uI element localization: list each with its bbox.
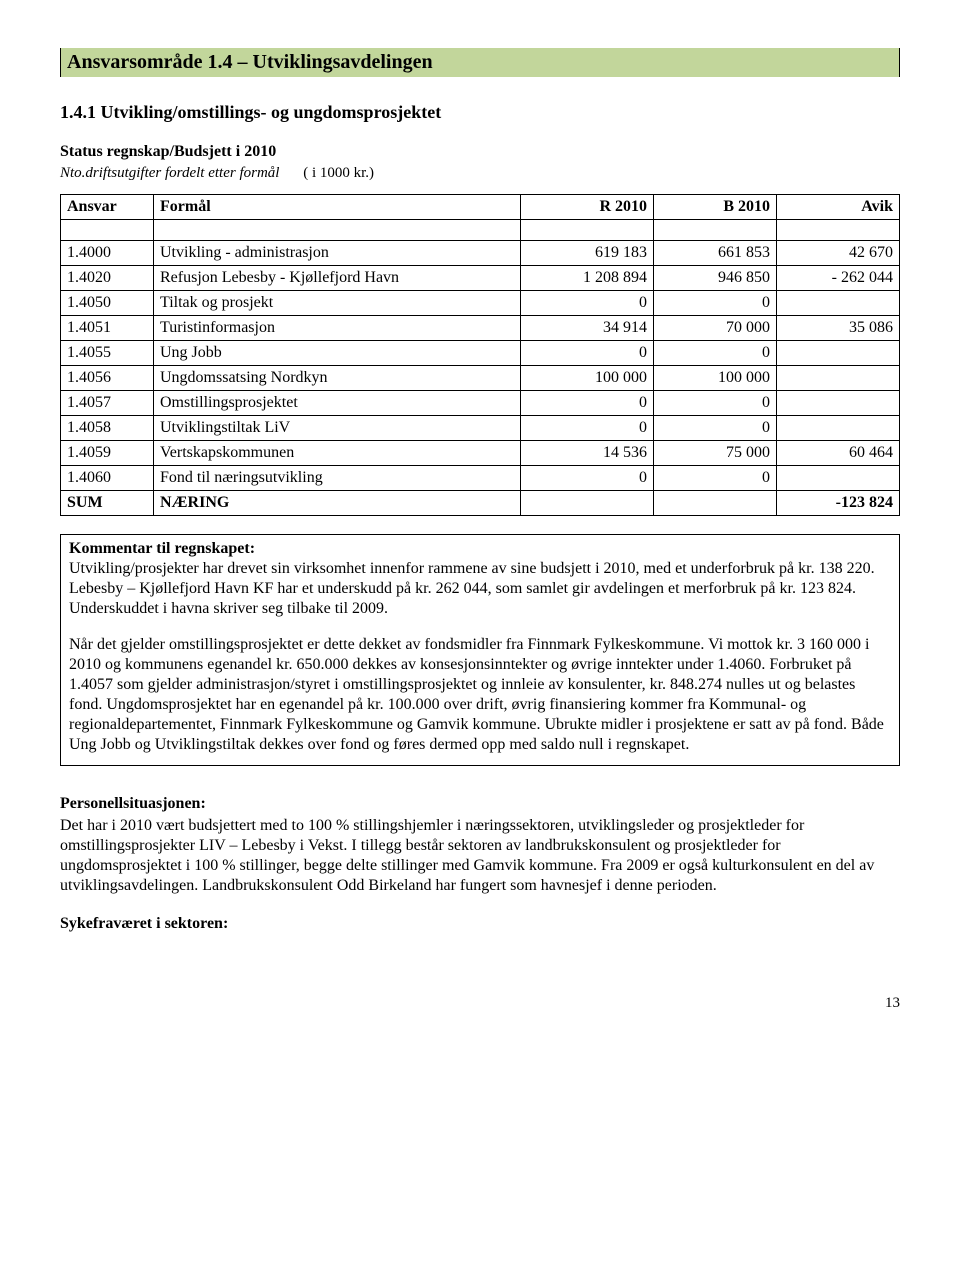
cell-r: 1 208 894 — [521, 266, 654, 291]
cell-name: Utviklingstiltak LiV — [154, 416, 521, 441]
cell-r: 0 — [521, 391, 654, 416]
cell-a — [777, 391, 900, 416]
cell-b: 0 — [654, 391, 777, 416]
table-row: 1.4055Ung Jobb00 — [61, 341, 900, 366]
cell-r: 0 — [521, 291, 654, 316]
section-banner: Ansvarsområde 1.4 – Utviklingsavdelingen — [60, 48, 900, 77]
cell-code: 1.4051 — [61, 316, 154, 341]
cell-r: 0 — [521, 416, 654, 441]
personnel-heading: Personellsituasjonen: — [60, 794, 900, 814]
sum-b — [654, 491, 777, 516]
cell-code: 1.4060 — [61, 466, 154, 491]
cell-a: 60 464 — [777, 441, 900, 466]
table-row: 1.4058Utviklingstiltak LiV00 — [61, 416, 900, 441]
cell-code: 1.4055 — [61, 341, 154, 366]
col-r2010: R 2010 — [521, 195, 654, 220]
cell-b: 70 000 — [654, 316, 777, 341]
sum-r — [521, 491, 654, 516]
subsection-heading: 1.4.1 Utvikling/omstillings- og ungdomsp… — [60, 101, 900, 124]
sum-a: -123 824 — [777, 491, 900, 516]
cell-name: Utvikling - administrasjon — [154, 241, 521, 266]
table-row: 1.4056Ungdomssatsing Nordkyn100 000100 0… — [61, 366, 900, 391]
col-ansvar: Ansvar — [61, 195, 154, 220]
cell-name: Turistinformasjon — [154, 316, 521, 341]
table-spacer-row — [61, 220, 900, 241]
cell-r: 619 183 — [521, 241, 654, 266]
cell-code: 1.4000 — [61, 241, 154, 266]
col-avik: Avik — [777, 195, 900, 220]
table-sum-row: SUMNÆRING -123 824 — [61, 491, 900, 516]
cell-name: Ungdomssatsing Nordkyn — [154, 366, 521, 391]
cell-name: Ung Jobb — [154, 341, 521, 366]
sum-label: SUM — [61, 491, 154, 516]
cell-a: 35 086 — [777, 316, 900, 341]
cell-r: 100 000 — [521, 366, 654, 391]
table-row: 1.4020Refusjon Lebesby - Kjøllefjord Hav… — [61, 266, 900, 291]
comment-lead: Kommentar til regnskapet: — [69, 540, 255, 557]
col-b2010: B 2010 — [654, 195, 777, 220]
status-line: Status regnskap/Budsjett i 2010 — [60, 142, 900, 162]
comment-box: Kommentar til regnskapet: Utvikling/pros… — [60, 534, 900, 766]
cell-name: Omstillingsprosjektet — [154, 391, 521, 416]
cell-name: Vertskapskommunen — [154, 441, 521, 466]
cell-a — [777, 416, 900, 441]
cell-code: 1.4057 — [61, 391, 154, 416]
sick-leave-heading: Sykefraværet i sektoren: — [60, 914, 900, 934]
cell-b: 0 — [654, 291, 777, 316]
cell-a — [777, 291, 900, 316]
budget-table: Ansvar Formål R 2010 B 2010 Avik 1.4000U… — [60, 194, 900, 516]
cell-code: 1.4058 — [61, 416, 154, 441]
comment-p2: Når det gjelder omstillingsprosjektet er… — [69, 635, 891, 755]
table-row: 1.4050Tiltak og prosjekt00 — [61, 291, 900, 316]
table-row: 1.4051Turistinformasjon34 91470 00035 08… — [61, 316, 900, 341]
cell-a — [777, 341, 900, 366]
cell-b: 100 000 — [654, 366, 777, 391]
table-row: 1.4057Omstillingsprosjektet00 — [61, 391, 900, 416]
cell-name: Tiltak og prosjekt — [154, 291, 521, 316]
table-row: 1.4059Vertskapskommunen14 53675 00060 46… — [61, 441, 900, 466]
cell-b: 0 — [654, 341, 777, 366]
cell-a — [777, 366, 900, 391]
cell-b: 0 — [654, 416, 777, 441]
table-header-row: Ansvar Formål R 2010 B 2010 Avik — [61, 195, 900, 220]
cell-b: 661 853 — [654, 241, 777, 266]
col-formal: Formål — [154, 195, 521, 220]
cell-name: Fond til næringsutvikling — [154, 466, 521, 491]
cell-r: 34 914 — [521, 316, 654, 341]
cell-name: Refusjon Lebesby - Kjøllefjord Havn — [154, 266, 521, 291]
cell-a — [777, 466, 900, 491]
cell-code: 1.4059 — [61, 441, 154, 466]
table-row: 1.4000Utvikling - administrasjon619 1836… — [61, 241, 900, 266]
cell-code: 1.4050 — [61, 291, 154, 316]
personnel-body: Det har i 2010 vært budsjettert med to 1… — [60, 816, 900, 896]
cell-a: 42 670 — [777, 241, 900, 266]
cell-b: 946 850 — [654, 266, 777, 291]
cell-r: 0 — [521, 341, 654, 366]
cell-code: 1.4056 — [61, 366, 154, 391]
note-plain: ( i 1000 kr.) — [303, 165, 374, 181]
comment-p1: Utvikling/prosjekter har drevet sin virk… — [69, 560, 875, 617]
page-number: 13 — [60, 994, 900, 1013]
cell-b: 0 — [654, 466, 777, 491]
cell-code: 1.4020 — [61, 266, 154, 291]
sum-name: NÆRING — [154, 491, 521, 516]
cell-r: 14 536 — [521, 441, 654, 466]
table-row: 1.4060Fond til næringsutvikling00 — [61, 466, 900, 491]
cell-a: - 262 044 — [777, 266, 900, 291]
cell-b: 75 000 — [654, 441, 777, 466]
note-line: Nto.driftsutgifter fordelt etter formål … — [60, 164, 900, 183]
note-italic: Nto.driftsutgifter fordelt etter formål — [60, 165, 279, 181]
cell-r: 0 — [521, 466, 654, 491]
